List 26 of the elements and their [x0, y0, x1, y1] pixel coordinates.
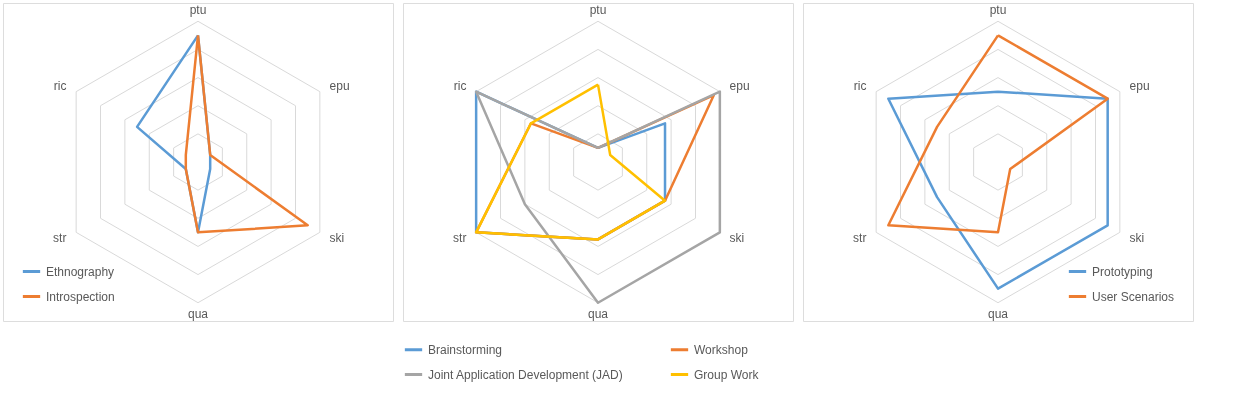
- legend-label: Introspection: [46, 289, 115, 304]
- spoke-label: ski: [1129, 230, 1145, 245]
- spoke-label: qua: [987, 306, 1009, 321]
- spoke-label: qua: [587, 306, 609, 321]
- spoke-label: ptu: [189, 3, 207, 18]
- spoke-label: epu: [1129, 79, 1150, 94]
- legend-label: Prototyping: [1092, 264, 1153, 279]
- spoke-label: ptu: [589, 3, 607, 18]
- spoke-label: ric: [53, 79, 67, 94]
- spoke-label: ptu: [989, 3, 1007, 18]
- spoke-label: str: [53, 230, 67, 245]
- spoke-label: ski: [729, 230, 745, 245]
- spoke-label: str: [853, 230, 867, 245]
- spoke-label: str: [453, 230, 467, 245]
- legend-label: User Scenarios: [1092, 289, 1175, 304]
- legend-label: Workshop: [694, 342, 749, 357]
- legend-label: Ethnography: [46, 264, 115, 279]
- spoke-label: qua: [187, 306, 209, 321]
- spoke-label: epu: [329, 79, 350, 94]
- legend-label: Group Work: [694, 367, 760, 382]
- spoke-label: ric: [853, 79, 867, 94]
- spoke-label: epu: [729, 79, 750, 94]
- spoke-label: ski: [329, 230, 345, 245]
- legend-label: Joint Application Development (JAD): [428, 367, 623, 382]
- spoke-label: ric: [453, 79, 467, 94]
- legend-label: Brainstorming: [428, 342, 503, 357]
